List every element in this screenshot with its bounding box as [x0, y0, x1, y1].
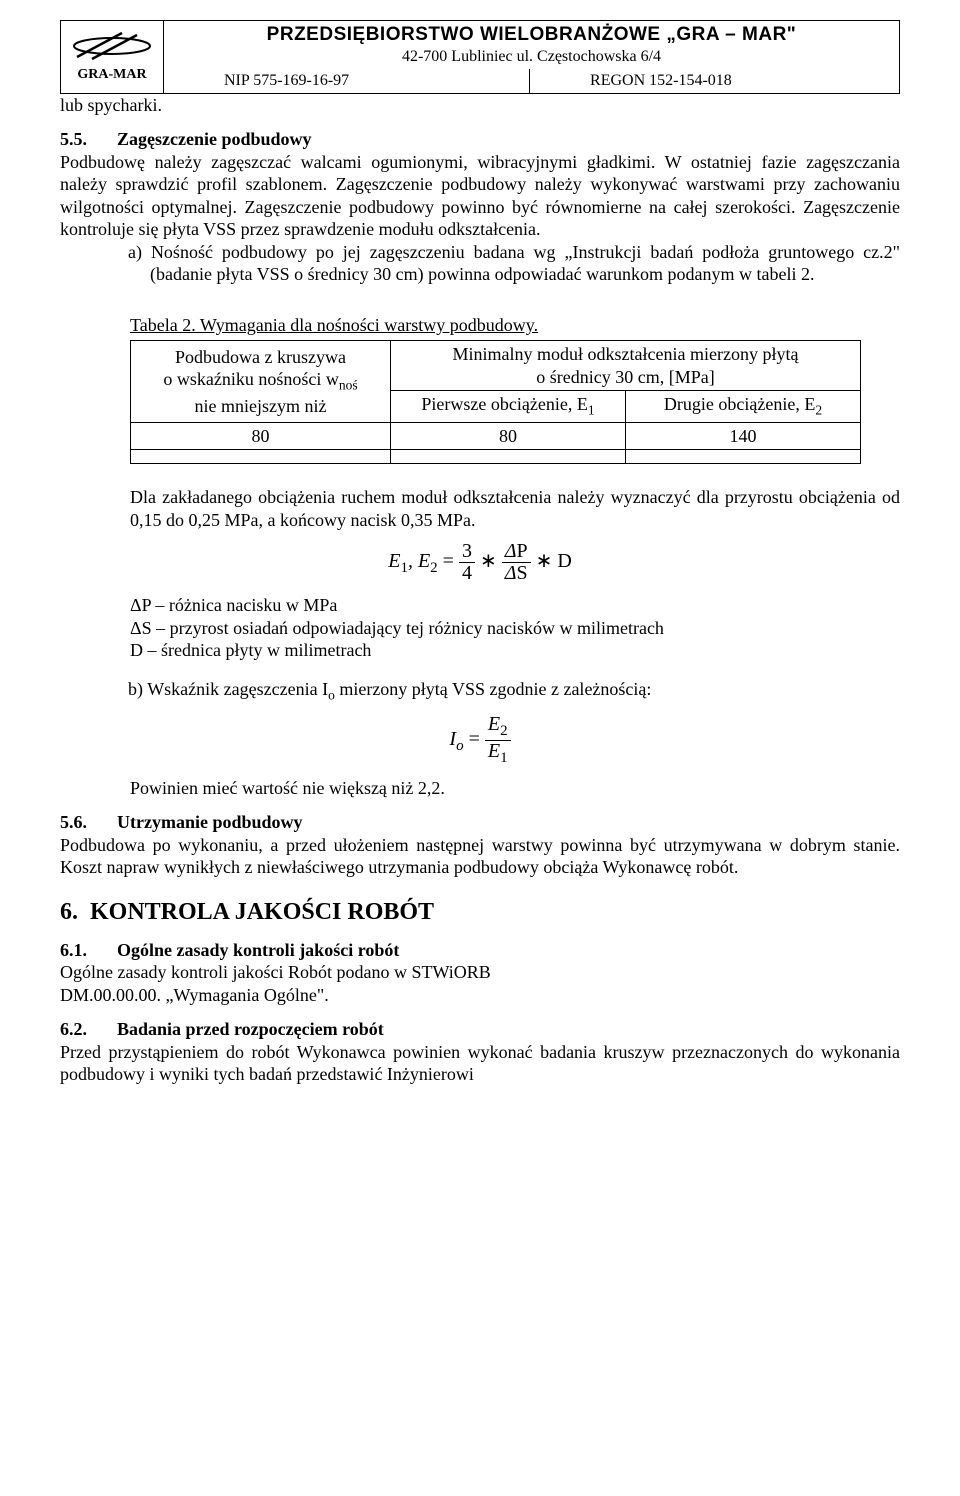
- company-name: PRZEDSIĘBIORSTWO WIELOBRANŻOWE „GRA – MA…: [170, 23, 893, 47]
- section-6: 6. KONTROLA JAKOŚCI ROBÓT: [60, 897, 900, 927]
- item-text: Nośność podbudowy po jej zagęszczeniu ba…: [150, 242, 900, 285]
- section-5-6: 5.6.Utrzymanie podbudowy Podbudowa po wy…: [60, 811, 900, 879]
- delta-p: ΔP – różnica nacisku w MPa: [130, 594, 900, 617]
- logo-icon: [67, 31, 157, 61]
- logo-cell: GRA-MAR: [61, 21, 164, 94]
- section-6-1: 6.1.Ogólne zasady kontroli jakości robót…: [60, 939, 900, 1007]
- nip: NIP 575-169-16-97: [164, 69, 530, 94]
- logo-label: GRA-MAR: [77, 67, 146, 82]
- table2-r1c2: Minimalny moduł odkształcenia mierzony p…: [391, 341, 861, 391]
- formula-io: Io = E2E1: [60, 714, 900, 767]
- table2-r2c3: Drugie obciążenie, E2: [626, 391, 861, 422]
- header-top: PRZEDSIĘBIORSTWO WIELOBRANŻOWE „GRA – MA…: [164, 21, 900, 69]
- after-table-para: Dla zakładanego obciążenia ruchem moduł …: [60, 486, 900, 531]
- table2-r1c1: Podbudowa z kruszywa o wskaźniku nośnośc…: [131, 341, 391, 422]
- company-address: 42-700 Lubliniec ul. Częstochowska 6/4: [170, 47, 893, 67]
- item-b-after: Powinien mieć wartość nie większą niż 2,…: [60, 777, 900, 800]
- table2: Podbudowa z kruszywa o wskaźniku nośnośc…: [130, 340, 861, 464]
- table2-v2: 80: [391, 422, 626, 450]
- section-title: Zagęszczenie podbudowy: [117, 129, 312, 149]
- table2-v3: 140: [626, 422, 861, 450]
- item-marker: a): [128, 242, 142, 262]
- delta-s: ΔS – przyrost osiadań odpowiadający tej …: [130, 617, 900, 640]
- document-header: GRA-MAR PRZEDSIĘBIORSTWO WIELOBRANŻOWE „…: [60, 20, 900, 94]
- table2-r2c2: Pierwsze obciążenie, E1: [391, 391, 626, 422]
- table2-v1: 80: [131, 422, 391, 450]
- section-6-2: 6.2.Badania przed rozpoczęciem robót Prz…: [60, 1018, 900, 1086]
- table2-caption: Tabela 2. Wymagania dla nośności warstwy…: [130, 314, 900, 337]
- regon: REGON 152-154-018: [530, 69, 900, 94]
- table2-block: Tabela 2. Wymagania dla nośności warstwy…: [60, 314, 900, 464]
- section-num: 5.5.: [60, 129, 87, 149]
- intro-line: lub spycharki.: [60, 94, 900, 117]
- list-item-a: a) Nośność podbudowy po jej zagęszczeniu…: [60, 241, 900, 286]
- delta-defs: ΔP – różnica nacisku w MPa ΔS – przyrost…: [60, 594, 900, 662]
- section-body: Podbudowę należy zagęszczać walcami ogum…: [60, 151, 900, 241]
- list-item-b: b) Wskaźnik zagęszczenia Io mierzony pły…: [60, 678, 900, 704]
- item-marker: b): [128, 679, 143, 699]
- formula-e1e2: E1, E2 = 34 ∗ ΔΔPPΔS ∗ D: [60, 541, 900, 584]
- section-5-5: 5.5. Zagęszczenie podbudowy Podbudowę nal…: [60, 128, 900, 286]
- delta-d: D – średnica płyty w milimetrach: [130, 639, 900, 662]
